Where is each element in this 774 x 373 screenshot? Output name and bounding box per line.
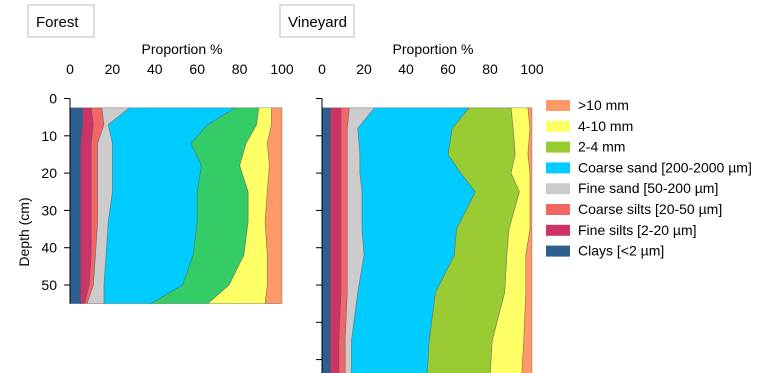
area-clays-2-m: [69, 107, 83, 304]
area-clays-2-m: [321, 107, 331, 373]
legend-label: Clays [<2 µm]: [578, 243, 664, 259]
legend-label: Coarse sand [200-2000 µm]: [578, 159, 752, 175]
y-tick-label: 0: [49, 91, 57, 107]
panel-title-box: [279, 4, 355, 38]
y-tick-label: 20: [41, 165, 57, 181]
x-tick-label: 0: [318, 61, 326, 77]
y-axis-label: Depth (cm): [16, 197, 32, 266]
legend: >10 mm 4-10 mm 2-4 mm Coarse sand [200-2000…: [546, 97, 752, 259]
panels: Forest Proportion % 0 20 40 60 80 100 0 10 20 30 40 5…: [27, 4, 544, 373]
x-axis-label: Proportion %: [142, 41, 223, 57]
x-tick-label: 20: [105, 61, 121, 77]
y-tick-label: 30: [41, 202, 57, 218]
legend-label: 4-10 mm: [578, 118, 633, 134]
x-tick-label: 100: [520, 61, 544, 77]
legend-swatch: [546, 204, 570, 215]
x-tick-label: 60: [189, 61, 205, 77]
legend-swatch: [546, 141, 570, 153]
area-fine-silts-2-20-m: [330, 107, 342, 373]
y-tick-label: 40: [41, 240, 57, 256]
x-tick-label: 0: [66, 61, 74, 77]
panel-forest: Forest Proportion % 0 20 40 60 80 100 0 10 20 30 40 5…: [27, 4, 294, 304]
legend-swatch: [546, 120, 570, 132]
panel-title: Vineyard: [288, 14, 347, 31]
x-tick-label: 80: [482, 61, 498, 77]
legend-label: Fine sand [50-200 µm]: [578, 180, 718, 196]
legend-swatch: [546, 162, 570, 174]
legend-swatch: [546, 100, 570, 111]
x-axis-label: Proportion %: [393, 41, 474, 57]
y-tick-label: 10: [41, 128, 57, 144]
x-tick-label: 100: [270, 61, 294, 77]
legend-label: Coarse silts [20-50 µm]: [578, 201, 722, 217]
panel-vineyard: Vineyard Proportion % 0 20 40 60 80 100: [279, 4, 544, 373]
x-tick-label: 40: [398, 61, 414, 77]
y-tick-label: 50: [41, 277, 57, 293]
legend-swatch: [546, 224, 570, 236]
x-tick-label: 80: [232, 61, 248, 77]
panel-title: Forest: [36, 14, 79, 31]
legend-swatch: [546, 245, 570, 257]
legend-swatch: [546, 183, 570, 195]
panel-title-box: [27, 4, 95, 38]
legend-label: >10 mm: [578, 97, 629, 113]
legend-label: 2-4 mm: [578, 139, 625, 155]
x-tick-label: 60: [440, 61, 456, 77]
legend-label: Fine silts [2-20 µm]: [578, 222, 697, 238]
x-tick-label: 20: [356, 61, 372, 77]
x-tick-label: 40: [147, 61, 163, 77]
